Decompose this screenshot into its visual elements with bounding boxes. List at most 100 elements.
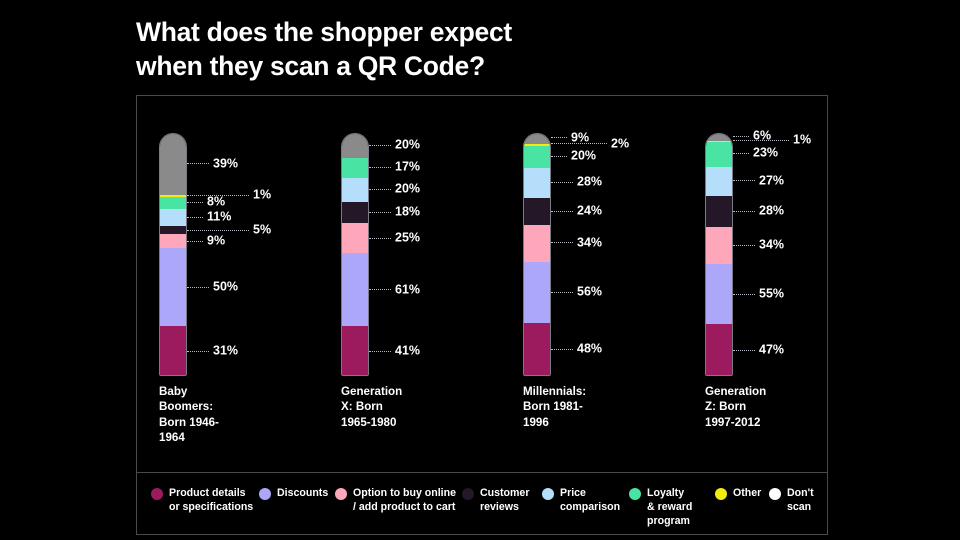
- legend-label-loyalty: Loyalty & reward program: [647, 487, 693, 527]
- legend-label-other: Other: [733, 487, 762, 499]
- legend-item-other[interactable]: Other: [715, 487, 761, 501]
- bar-segment-discounts[interactable]: [524, 261, 550, 323]
- bar-group-generation-z: 6% 1% 23% 27% 28% 34% 55% 47% Generation Z: Born…: [683, 96, 853, 472]
- legend-swatch-loyalty: [629, 488, 641, 500]
- bar-segment-dont-scan[interactable]: [524, 134, 550, 144]
- value-text: 6%: [753, 128, 772, 143]
- value-text: 11%: [207, 209, 232, 224]
- leader-line: [551, 291, 573, 293]
- category-label-generation-z: Generation Z: Born 1997-2012: [705, 385, 767, 429]
- bar-segment-buy-online[interactable]: [706, 226, 732, 264]
- bar-segment-price[interactable]: [524, 167, 550, 199]
- bar-segment-product-details[interactable]: [342, 326, 368, 375]
- legend-item-product-details[interactable]: Product details or specifications: [151, 487, 253, 515]
- bar-segment-dont-scan[interactable]: [342, 134, 368, 158]
- bar-segment-loyalty[interactable]: [342, 157, 368, 179]
- leader-line: [187, 287, 209, 289]
- legend-divider: [137, 472, 827, 473]
- bar-segment-other[interactable]: [524, 143, 550, 146]
- stacked-bar-generation-z[interactable]: [705, 133, 733, 376]
- bar-group-generation-x: 20% 17% 20% 18% 25% 61% 41% Generation X: Born …: [319, 96, 489, 472]
- bar-segment-discounts[interactable]: [160, 248, 186, 327]
- legend-swatch-reviews: [462, 488, 474, 500]
- value-text: 5%: [253, 222, 272, 237]
- value-text: 1%: [253, 187, 272, 202]
- legend-item-discounts[interactable]: Discounts: [259, 487, 328, 501]
- leader-line: [369, 350, 391, 352]
- legend-label-buy-online: Option to buy online / add product to ca…: [353, 487, 456, 513]
- legend-item-dont-scan[interactable]: Don't scan: [769, 487, 814, 515]
- leader-line: [733, 210, 755, 212]
- bar-segment-reviews[interactable]: [160, 226, 186, 235]
- legend-swatch-price: [542, 488, 554, 500]
- legend-label-price: Price comparison: [560, 487, 621, 513]
- bar-segment-price[interactable]: [342, 178, 368, 202]
- stacked-bar-plot: 39% 1% 8% 11% 5% 9% 50% 31% Baby Boomers: Born 1…: [137, 96, 827, 472]
- bar-segment-buy-online[interactable]: [524, 224, 550, 262]
- value-text: 41%: [395, 343, 421, 358]
- chart-legend: Product details or specifications Discoun…: [137, 473, 827, 534]
- leader-line: [551, 242, 573, 244]
- legend-swatch-dont-scan: [769, 488, 781, 500]
- leader-line: [369, 144, 391, 146]
- value-text: 34%: [577, 235, 603, 250]
- bar-segment-loyalty[interactable]: [524, 145, 550, 168]
- bar-group-baby-boomers: 39% 1% 8% 11% 5% 9% 50% 31% Baby Boomers: Born 1…: [137, 96, 307, 472]
- value-text: 28%: [577, 174, 603, 189]
- stacked-bar-generation-x[interactable]: [341, 133, 369, 376]
- value-text: 28%: [759, 203, 785, 218]
- legend-item-reviews[interactable]: Customer reviews: [462, 487, 529, 515]
- stacked-bar-baby-boomers[interactable]: [159, 133, 187, 376]
- leader-line: [187, 201, 203, 203]
- category-label-generation-x: Generation X: Born 1965-1980: [341, 385, 403, 429]
- stacked-bar-millennials[interactable]: [523, 133, 551, 376]
- leader-line: [369, 166, 391, 168]
- legend-item-price[interactable]: Price comparison: [542, 487, 620, 515]
- bar-segment-price[interactable]: [160, 209, 186, 227]
- bar-segment-dont-scan[interactable]: [160, 134, 186, 196]
- bar-segment-discounts[interactable]: [342, 253, 368, 327]
- value-text: 1%: [793, 132, 812, 147]
- leader-line: [551, 210, 573, 212]
- leader-line: [369, 211, 391, 213]
- legend-swatch-discounts: [259, 488, 271, 500]
- value-text: 47%: [759, 342, 785, 357]
- bar-segment-product-details[interactable]: [524, 322, 550, 375]
- leader-line: [733, 180, 755, 182]
- value-text: 24%: [577, 203, 603, 218]
- bar-segment-reviews[interactable]: [342, 202, 368, 224]
- legend-item-loyalty[interactable]: Loyalty & reward program: [629, 487, 692, 529]
- bar-segment-product-details[interactable]: [160, 326, 186, 375]
- leader-line: [369, 289, 391, 291]
- value-text: 48%: [577, 341, 603, 356]
- leader-line: [733, 135, 749, 137]
- bar-segment-discounts[interactable]: [706, 263, 732, 324]
- bar-segment-reviews[interactable]: [524, 198, 550, 225]
- leader-line: [187, 194, 249, 196]
- bar-segment-loyalty[interactable]: [160, 196, 186, 210]
- value-text: 9%: [571, 130, 590, 145]
- page-title: What does the shopper expect when they s…: [136, 17, 512, 81]
- leader-line: [187, 351, 209, 353]
- bar-segment-buy-online[interactable]: [342, 223, 368, 254]
- value-text: 25%: [395, 230, 421, 245]
- leader-line: [551, 181, 573, 183]
- bar-segment-other[interactable]: [706, 140, 732, 142]
- legend-label-dont-scan: Don't scan: [787, 487, 814, 513]
- bar-segment-product-details[interactable]: [706, 323, 732, 375]
- bar-segment-dont-scan[interactable]: [706, 134, 732, 141]
- bar-segment-loyalty[interactable]: [706, 141, 732, 167]
- bar-segment-price[interactable]: [706, 166, 732, 197]
- bar-segment-other[interactable]: [160, 195, 186, 197]
- category-label-millennials: Millennials: Born 1981- 1996: [523, 385, 587, 429]
- leader-line: [369, 189, 391, 191]
- leader-line: [551, 143, 607, 145]
- value-text: 8%: [207, 194, 226, 209]
- value-text: 34%: [759, 237, 785, 252]
- legend-item-buy-online[interactable]: Option to buy online / add product to ca…: [335, 487, 456, 515]
- bar-segment-buy-online[interactable]: [160, 234, 186, 249]
- value-text: 50%: [213, 279, 239, 294]
- bar-segment-reviews[interactable]: [706, 196, 732, 227]
- legend-label-discounts: Discounts: [277, 487, 329, 499]
